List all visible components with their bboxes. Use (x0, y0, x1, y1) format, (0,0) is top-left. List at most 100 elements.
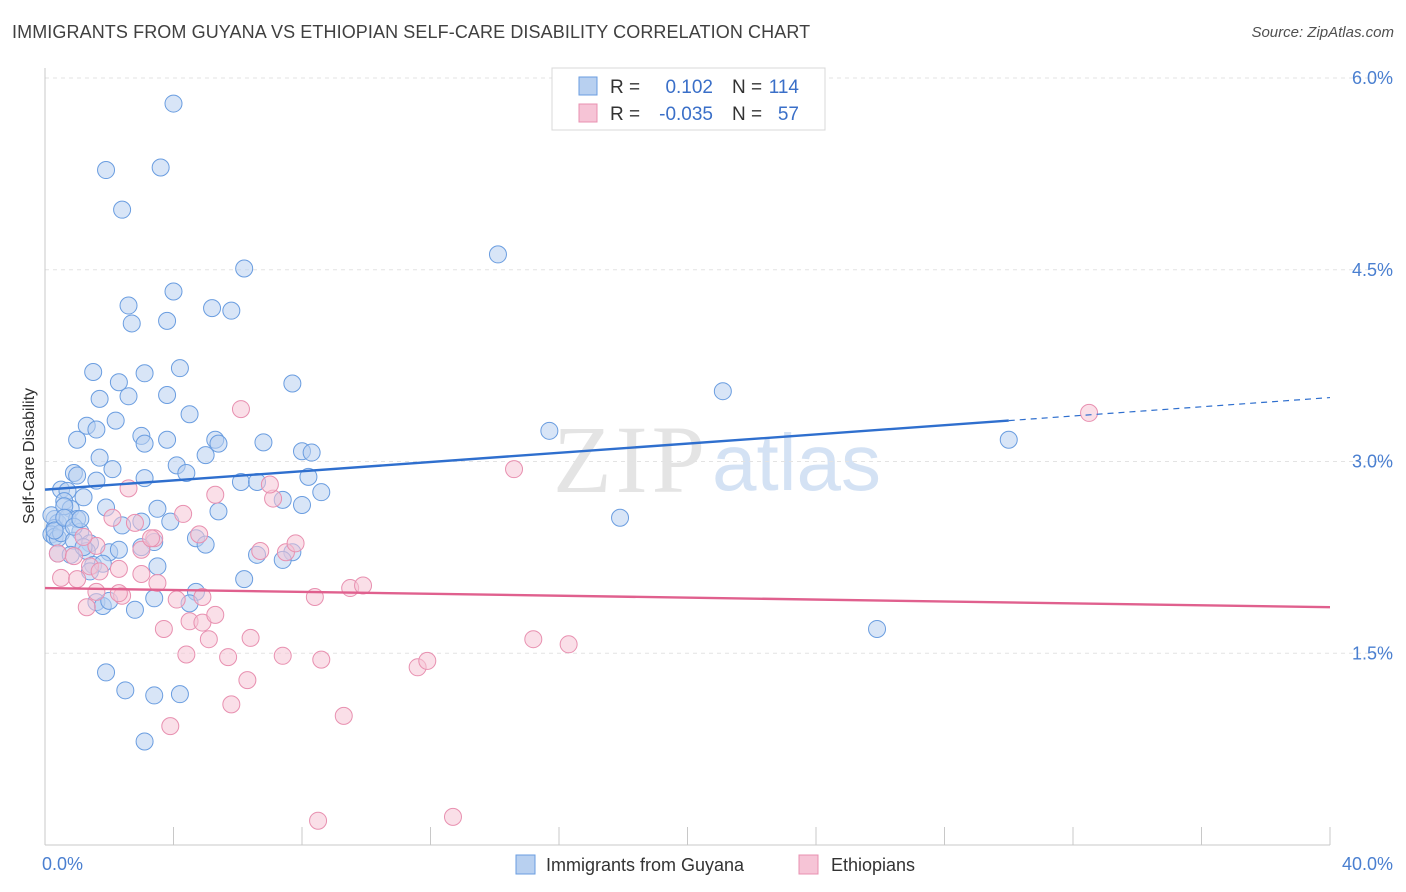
point-blue-40 (68, 466, 87, 485)
point-blue-4 (235, 259, 254, 278)
point-pink-55 (109, 584, 128, 603)
y-tick-label-0: 1.5% (1352, 643, 1393, 663)
point-blue-58 (293, 495, 311, 514)
point-blue-95 (125, 600, 144, 619)
point-pink-48 (418, 651, 437, 670)
point-blue-14 (540, 421, 559, 440)
point-blue-12 (713, 382, 732, 401)
legend-n-value-blue: 114 (769, 77, 800, 98)
point-pink-14 (286, 534, 305, 553)
point-pink-52 (161, 717, 180, 736)
point-pink-18 (132, 540, 151, 559)
point-blue-98 (868, 619, 887, 638)
point-blue-19 (109, 373, 128, 392)
point-pink-22 (109, 559, 128, 578)
point-blue-22 (158, 386, 177, 405)
watermark-zip: ZIP (553, 406, 709, 513)
y-axis-label: Self-Care Disability (21, 388, 38, 524)
point-pink-19 (142, 529, 161, 548)
point-pink-40 (241, 628, 260, 647)
bottom-legend-label-blue: Immigrants from Guyana (546, 855, 745, 875)
chart-title: IMMIGRANTS FROM GUYANA VS ETHIOPIAN SELF… (12, 22, 811, 42)
point-blue-33 (254, 433, 273, 452)
point-pink-34 (77, 598, 96, 617)
point-blue-38 (196, 446, 215, 465)
point-pink-28 (354, 576, 373, 595)
point-pink-25 (68, 570, 87, 589)
point-blue-99 (97, 663, 116, 682)
point-pink-49 (238, 671, 257, 690)
legend-n-value-pink: 57 (778, 104, 799, 125)
point-blue-105 (45, 521, 64, 540)
point-blue-5 (164, 282, 183, 301)
point-blue-96 (145, 589, 164, 608)
point-blue-32 (209, 434, 228, 453)
point-pink-7 (103, 508, 122, 527)
legend-n-label-pink: N = (732, 104, 762, 125)
point-blue-29 (135, 434, 154, 453)
point-pink-15 (48, 544, 67, 563)
point-pink-31 (167, 590, 186, 609)
point-blue-16 (135, 364, 154, 383)
correlation-legend: R = 0.102 N = 114 R = -0.035 N = 57 (551, 67, 826, 131)
bottom-legend-swatch-pink (798, 854, 819, 875)
point-blue-109 (71, 510, 90, 529)
point-pink-56 (74, 527, 93, 546)
point-blue-26 (180, 405, 199, 424)
point-pink-51 (334, 706, 353, 725)
axes: 1.5% 3.0% 4.5% 6.0% (44, 68, 1393, 846)
point-pink-17 (87, 536, 106, 555)
point-blue-36 (90, 448, 109, 467)
point-pink-37 (206, 605, 225, 624)
point-pink-46 (312, 650, 331, 669)
point-pink-2 (505, 460, 524, 479)
point-blue-8 (222, 301, 241, 320)
trend-lines (44, 396, 1331, 609)
point-pink-45 (273, 646, 292, 665)
point-blue-59 (611, 508, 630, 527)
legend-n-label-blue: N = (732, 77, 762, 98)
series-ethiopians-points (48, 400, 1099, 830)
point-blue-51 (312, 483, 331, 502)
point-blue-82 (109, 540, 128, 559)
point-pink-1 (1080, 403, 1099, 422)
point-blue-24 (87, 420, 106, 439)
point-blue-43 (177, 464, 196, 483)
watermark: ZIP atlas (553, 406, 881, 513)
series-legend: Immigrants from Guyana Ethiopians (515, 854, 915, 875)
point-blue-6 (119, 296, 138, 315)
point-pink-23 (132, 564, 151, 583)
point-pink-4 (206, 485, 225, 504)
point-blue-30 (158, 430, 177, 449)
point-pink-29 (87, 582, 106, 601)
point-blue-3 (113, 200, 132, 219)
point-pink-39 (199, 630, 218, 649)
point-blue-55 (148, 499, 167, 518)
point-pink-0 (231, 400, 250, 419)
point-blue-101 (145, 686, 164, 705)
point-pink-42 (559, 635, 578, 654)
point-pink-54 (443, 807, 462, 826)
point-pink-10 (174, 504, 193, 523)
point-blue-13 (999, 430, 1018, 449)
trend-line-blue (44, 419, 1009, 491)
point-blue-25 (106, 411, 125, 430)
point-pink-12 (251, 541, 270, 560)
legend-swatch-pink (578, 103, 598, 123)
point-blue-90 (235, 570, 254, 589)
y-tick-label-2: 4.5% (1352, 260, 1393, 280)
point-blue-21 (119, 387, 138, 406)
point-blue-9 (122, 314, 141, 333)
point-pink-24 (52, 568, 71, 587)
y-tick-label-3: 6.0% (1352, 68, 1393, 88)
point-pink-8 (125, 513, 144, 532)
bottom-legend-label-pink: Ethiopians (831, 855, 915, 875)
point-pink-43 (177, 645, 196, 664)
legend-r-label-pink: R = (610, 104, 640, 125)
point-blue-56 (209, 502, 228, 521)
point-blue-11 (488, 245, 507, 264)
point-blue-46 (299, 467, 318, 486)
legend-swatch-blue (578, 76, 598, 96)
point-pink-6 (260, 475, 279, 494)
point-blue-2 (151, 158, 170, 177)
